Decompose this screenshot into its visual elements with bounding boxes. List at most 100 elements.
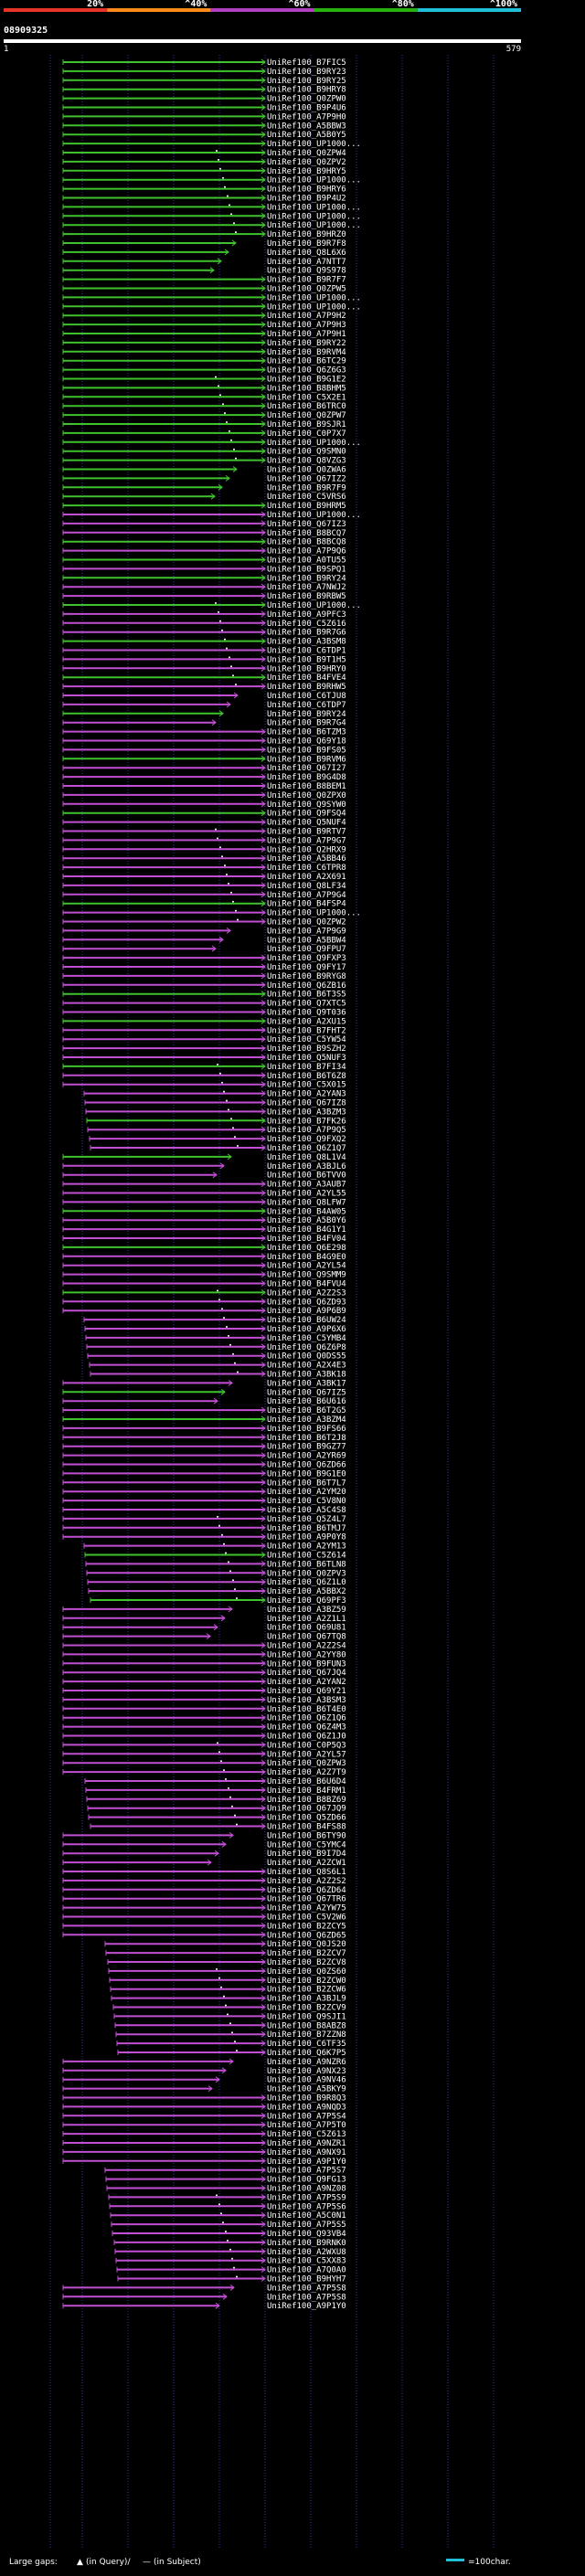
hit-end-arrow	[261, 2157, 266, 2165]
hit-label: UniRef100_Q6Z4M3	[267, 1723, 346, 1733]
hit-end-arrow	[261, 411, 266, 419]
gap-marker	[216, 2194, 218, 2197]
hit-label: UniRef100_Q6ZD66	[267, 1461, 346, 1470]
hit-end-arrow	[261, 230, 266, 238]
hit-label: UniRef100_A2WXU8	[267, 2248, 346, 2257]
hit-end-arrow	[261, 1081, 266, 1088]
gap-marker	[235, 909, 237, 912]
hit-label: UniRef100_UP1000...	[267, 511, 361, 520]
hit-end-arrow	[218, 936, 224, 943]
hit-label: UniRef100_C6TDP7	[267, 701, 346, 710]
hit-label: UniRef100_A3BZM4	[267, 1415, 346, 1425]
hit-label: UniRef100_Q6ZB16	[267, 981, 346, 991]
hit-end-arrow	[261, 357, 266, 365]
hit-end-arrow	[261, 1552, 266, 1558]
gap-marker	[215, 376, 217, 378]
hit-end-arrow	[261, 1126, 266, 1133]
hit-end-arrow	[213, 1624, 218, 1631]
hit-label: UniRef100_B6T2G5	[267, 1406, 346, 1415]
hit-label: UniRef100_A2X4E3	[267, 1362, 346, 1371]
hit-label: UniRef100_Q9S978	[267, 267, 346, 276]
hit-end-arrow	[261, 2202, 266, 2210]
hit-end-arrow	[261, 2194, 266, 2200]
hit-label: UniRef100_B6TVV0	[267, 1171, 346, 1181]
hit-label: UniRef100_Q0ZPW0	[267, 95, 346, 104]
hit-end-arrow	[261, 2167, 266, 2174]
hit-label: UniRef100_Q9FG13	[267, 2176, 346, 2185]
hit-end-arrow	[261, 1587, 266, 1595]
hit-label: UniRef100_A9NZR6	[267, 2058, 346, 2067]
hit-label: UniRef100_A9P6B9	[267, 1307, 346, 1316]
hit-end-arrow	[261, 1216, 266, 1224]
hit-label: UniRef100_B9G1E0	[267, 1469, 346, 1479]
gap-marker	[220, 1760, 222, 1763]
hit-label: UniRef100_Q9SJI1	[267, 2012, 346, 2021]
hit-label: UniRef100_C6TPR8	[267, 864, 346, 873]
hit-end-arrow	[261, 1352, 266, 1360]
gap-marker	[230, 1118, 232, 1120]
gap-marker	[233, 448, 235, 451]
hit-label: UniRef100_A7P9G9	[267, 927, 346, 936]
hit-label: UniRef100_Q9FPU7	[267, 945, 346, 954]
hit-label: UniRef100_A7P9H3	[267, 321, 346, 330]
hit-label: UniRef100_A5BBX2	[267, 1587, 346, 1596]
hit-end-arrow	[261, 954, 266, 961]
hit-end-arrow	[261, 502, 266, 509]
hit-end-arrow	[261, 1235, 266, 1242]
hit-end-arrow	[261, 810, 266, 817]
hit-end-arrow	[261, 1958, 266, 1966]
hit-label: UniRef100_B8BCQ8	[267, 538, 346, 547]
hit-label: UniRef100_Q0ZPW7	[267, 411, 346, 420]
hit-end-arrow	[261, 728, 266, 735]
hit-label: UniRef100_B9P4U2	[267, 195, 346, 204]
gap-marker	[226, 1326, 228, 1328]
hit-end-arrow	[261, 629, 266, 636]
hit-end-arrow	[261, 1461, 266, 1468]
hit-end-arrow	[261, 1362, 266, 1368]
hit-end-arrow	[261, 2176, 266, 2182]
hit-label: UniRef100_A3BZ59	[267, 1606, 346, 1615]
hit-label: UniRef100_A3BJL6	[267, 1162, 346, 1171]
hit-label: UniRef100_B9HYH7	[267, 2275, 346, 2284]
hit-end-arrow	[261, 1986, 266, 1993]
identity-scale-bar	[4, 8, 521, 12]
gap-marker	[228, 1786, 229, 1789]
hit-label: UniRef100_B9SJR1	[267, 420, 346, 429]
hit-label: UniRef100_Q6Z1J0	[267, 1733, 346, 1742]
hit-end-arrow	[261, 158, 266, 165]
hit-label: UniRef100_Q9FXQ2	[267, 1135, 346, 1144]
hit-label: UniRef100_Q69U81	[267, 1624, 346, 1633]
hit-end-arrow	[261, 1696, 266, 1703]
hit-label: UniRef100_B9R8Q3	[267, 2094, 346, 2104]
hit-end-arrow	[261, 330, 266, 337]
hit-label: UniRef100_B7FIC5	[267, 58, 346, 68]
gap-marker	[229, 2022, 231, 2025]
hit-end-arrow	[261, 2257, 266, 2264]
hit-label: UniRef100_B9P4U6	[267, 104, 346, 113]
hit-end-arrow	[261, 339, 266, 346]
hit-label: UniRef100_A2YR69	[267, 1452, 346, 1461]
hit-end-arrow	[261, 1199, 266, 1205]
hit-end-arrow	[261, 366, 266, 373]
hit-end-arrow	[261, 972, 266, 980]
hit-end-arrow	[261, 511, 266, 518]
hit-label: UniRef100_A5BBW4	[267, 936, 346, 945]
hit-end-arrow	[261, 882, 266, 889]
hit-end-arrow	[261, 782, 266, 790]
hit-label: UniRef100_C5YW54	[267, 1035, 346, 1044]
gap-marker	[233, 2266, 235, 2269]
hit-label: UniRef100_A7P9Q6	[267, 547, 346, 557]
hit-end-arrow	[261, 819, 266, 825]
hit-label: UniRef100_Q6Z1L0	[267, 1578, 346, 1587]
gap-marker	[218, 1977, 220, 1979]
hit-label: UniRef100_A7P5S6	[267, 2202, 346, 2211]
hit-end-arrow	[261, 2013, 266, 2019]
hit-end-arrow	[261, 2230, 266, 2237]
hit-label: UniRef100_A7P5S8	[267, 2284, 346, 2293]
hit-end-arrow	[211, 719, 217, 726]
hit-end-arrow	[261, 95, 266, 101]
hit-end-arrow	[261, 1298, 266, 1305]
hit-end-arrow	[261, 1524, 266, 1532]
gap-marker	[228, 882, 229, 885]
scale-bin-60	[210, 8, 314, 12]
